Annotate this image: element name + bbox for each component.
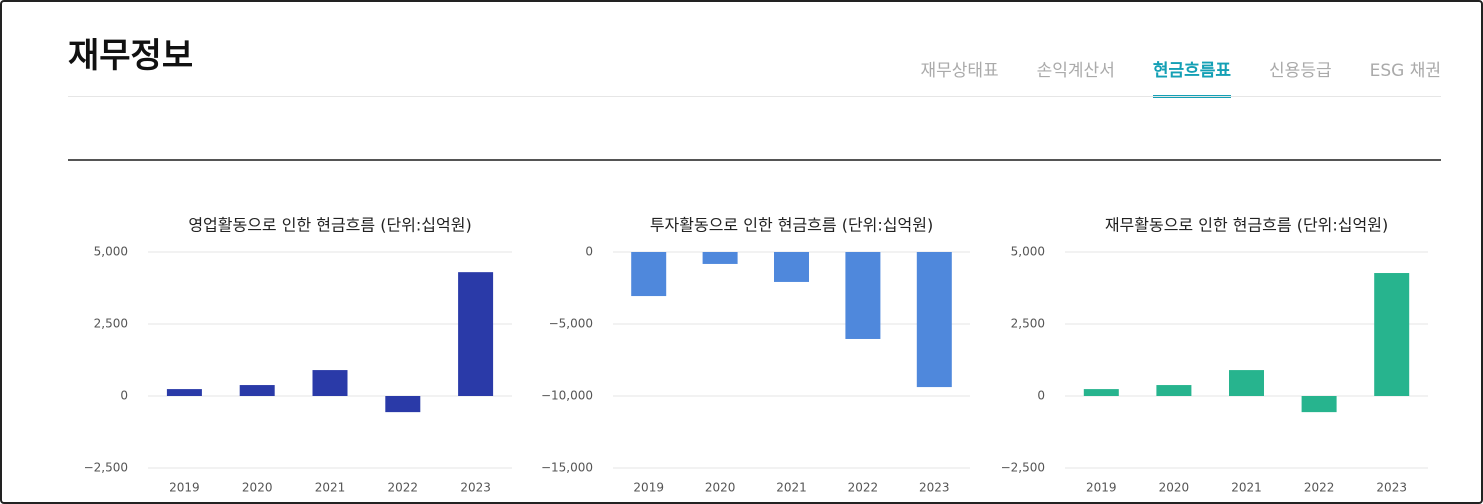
y-tick-label: 0 — [120, 389, 128, 403]
x-tick-label: 2019 — [169, 481, 200, 495]
page-title: 재무정보 — [68, 36, 194, 76]
y-tick-label: −2,500 — [84, 461, 128, 475]
chart-title: 영업활동으로 인한 현금흐름 (단위:십억원) — [188, 216, 471, 235]
bar — [458, 272, 494, 396]
bar — [845, 252, 881, 339]
bar — [1301, 396, 1337, 413]
bar — [1083, 389, 1119, 396]
bar — [312, 370, 348, 396]
x-tick-label: 2019 — [633, 481, 664, 495]
tab[interactable]: 손익계산서 — [1036, 61, 1115, 81]
x-tick-label: 2020 — [1159, 481, 1190, 495]
bar — [1374, 273, 1410, 396]
chart-title: 투자활동으로 인한 현금흐름 (단위:십억원) — [650, 216, 933, 235]
y-tick-label: 5,000 — [94, 245, 128, 259]
chart-title: 재무활동으로 인한 현금흐름 (단위:십억원) — [1105, 216, 1388, 235]
bar — [702, 252, 738, 264]
bar — [774, 252, 809, 282]
y-tick-label: −10,000 — [541, 389, 593, 403]
bar — [631, 252, 667, 297]
y-tick-label: 0 — [1037, 389, 1045, 403]
divider — [68, 159, 1441, 161]
bar — [166, 389, 202, 396]
y-tick-label: −15,000 — [541, 461, 593, 475]
x-tick-label: 2023 — [919, 481, 950, 495]
y-tick-label: 0 — [585, 245, 593, 259]
y-tick-label: 5,000 — [1011, 245, 1045, 259]
bar — [239, 385, 275, 396]
y-tick-label: −5,000 — [549, 317, 593, 331]
bar — [1156, 385, 1192, 396]
bar — [916, 252, 952, 388]
y-tick-label: −2,500 — [1001, 461, 1045, 475]
y-tick-label: 2,500 — [94, 317, 128, 331]
tab[interactable]: 재무상태표 — [920, 61, 999, 81]
x-tick-label: 2023 — [460, 481, 491, 495]
x-tick-label: 2022 — [1304, 481, 1335, 495]
x-tick-label: 2020 — [242, 481, 273, 495]
x-tick-label: 2021 — [315, 481, 346, 495]
x-tick-label: 2021 — [776, 481, 807, 495]
tab[interactable]: ESG 채권 — [1369, 61, 1441, 81]
x-tick-label: 2022 — [848, 481, 879, 495]
x-tick-label: 2019 — [1086, 481, 1117, 495]
divider — [68, 96, 1441, 97]
bar — [385, 396, 421, 413]
tabs: 재무상태표 손익계산서 현금흐름표 신용등급 ESG 채권 — [920, 56, 1441, 98]
bar — [1229, 370, 1264, 396]
x-tick-label: 2020 — [705, 481, 736, 495]
y-tick-label: 2,500 — [1011, 317, 1045, 331]
tab[interactable]: 신용등급 — [1269, 61, 1332, 81]
x-tick-label: 2021 — [1231, 481, 1262, 495]
x-tick-label: 2022 — [388, 481, 419, 495]
x-tick-label: 2023 — [1376, 481, 1407, 495]
